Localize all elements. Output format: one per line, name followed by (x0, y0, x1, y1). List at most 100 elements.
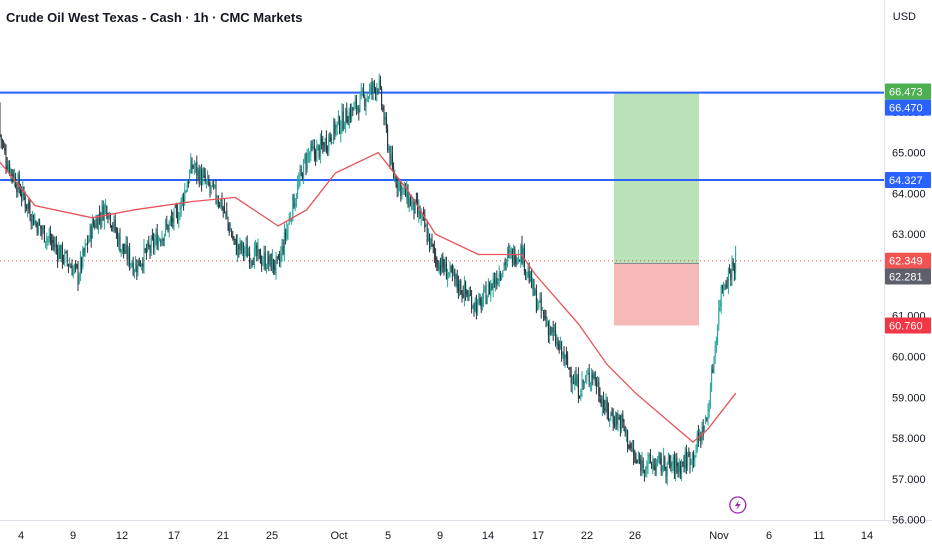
candle-body (199, 168, 201, 184)
candle-body (55, 243, 57, 249)
candle-body (487, 284, 489, 296)
candle-body (186, 184, 188, 193)
candle-body (425, 226, 427, 228)
candle-body (84, 243, 86, 253)
candle-body (720, 285, 722, 307)
candle-body (315, 151, 317, 161)
candle-body (99, 214, 101, 217)
candle-body (321, 138, 323, 145)
candle-body (131, 264, 133, 266)
candle-body (655, 462, 657, 470)
candle-body (397, 182, 399, 191)
candle-body (384, 116, 386, 121)
candle-body (343, 127, 345, 129)
candle-body (439, 264, 441, 271)
candle-body (565, 354, 567, 358)
candle-body (205, 180, 207, 182)
candle-body (544, 315, 546, 318)
level-low-price-tag[interactable]: 64.327 (885, 172, 931, 189)
candle-body (597, 383, 599, 385)
candle-body (147, 241, 149, 251)
candle-body (75, 263, 77, 265)
candle-body (693, 452, 695, 460)
candle-body (481, 300, 483, 308)
stop-price-tag[interactable]: 60.760 (885, 317, 931, 334)
candle-body (627, 430, 629, 447)
candle-body (280, 253, 282, 262)
candle-body (635, 458, 637, 461)
entry-price-tag-bg (885, 268, 931, 285)
candle-body (480, 298, 482, 310)
candle-body (373, 82, 375, 88)
candle-body (454, 269, 456, 279)
candle-body (658, 455, 660, 459)
candle-body (468, 294, 470, 298)
currency-selector[interactable]: USD (892, 11, 916, 23)
candle-body (455, 274, 457, 280)
candle-body (729, 269, 731, 271)
candle-body (163, 234, 165, 241)
candle-body (154, 241, 156, 249)
candle-body (191, 162, 193, 168)
candle-body (33, 215, 35, 226)
candle-body (39, 222, 41, 225)
candle-body (424, 215, 426, 228)
target-price-tag[interactable]: 66.473 (885, 83, 931, 100)
candle-body (348, 112, 350, 127)
candle-body (400, 182, 402, 197)
candle-body (253, 247, 255, 268)
level-high-price-tag[interactable]: 66.470 (885, 99, 931, 116)
candle-body (221, 196, 223, 210)
candle-body (47, 237, 49, 239)
candle-body (246, 244, 248, 258)
candle-body (461, 293, 463, 295)
candle-body (210, 185, 212, 188)
candle-body (420, 213, 422, 218)
candle-body (395, 177, 397, 186)
candle-body (243, 244, 245, 254)
target-zone[interactable] (614, 92, 699, 264)
candle-body (151, 235, 153, 239)
candle-body (137, 260, 139, 275)
candle-body (360, 91, 362, 96)
candle-body (654, 466, 656, 471)
moving-average-line[interactable] (0, 151, 737, 443)
candle-body (694, 456, 696, 459)
candle-body (630, 443, 632, 448)
candle-body (690, 463, 692, 465)
candle-body (81, 257, 83, 268)
candle-body (298, 180, 300, 186)
y-tick-label: 56.000 (892, 515, 926, 527)
candle-body (646, 466, 648, 469)
candle-body (496, 278, 498, 285)
candle-body (106, 206, 108, 217)
candle-body (168, 221, 170, 231)
candle-body (270, 254, 272, 271)
y-tick-label: 60.000 (892, 351, 926, 363)
candle-body (358, 108, 360, 114)
x-tick-label: Nov (709, 530, 729, 542)
lightning-bolt-icon[interactable] (729, 496, 747, 514)
candle-body (697, 432, 699, 440)
candle-body (357, 106, 359, 110)
candle-body (467, 296, 469, 300)
candle-body (589, 382, 591, 385)
stop-zone[interactable] (614, 263, 699, 326)
candle-body (721, 285, 723, 289)
candle-body (726, 285, 728, 287)
candle-body (514, 248, 516, 265)
candle-body (232, 235, 234, 240)
candle-body (415, 199, 417, 202)
candle-body (97, 214, 99, 232)
candle-body (406, 187, 408, 200)
candle-body (311, 147, 313, 149)
candle-body (301, 173, 303, 181)
candle-body (359, 95, 361, 113)
entry-price-tag[interactable]: 62.281 (885, 268, 931, 285)
candle-body (129, 248, 131, 266)
candle-body (220, 198, 222, 208)
candle-body (409, 198, 411, 207)
candle-body (135, 263, 137, 272)
candle-body (621, 415, 623, 428)
